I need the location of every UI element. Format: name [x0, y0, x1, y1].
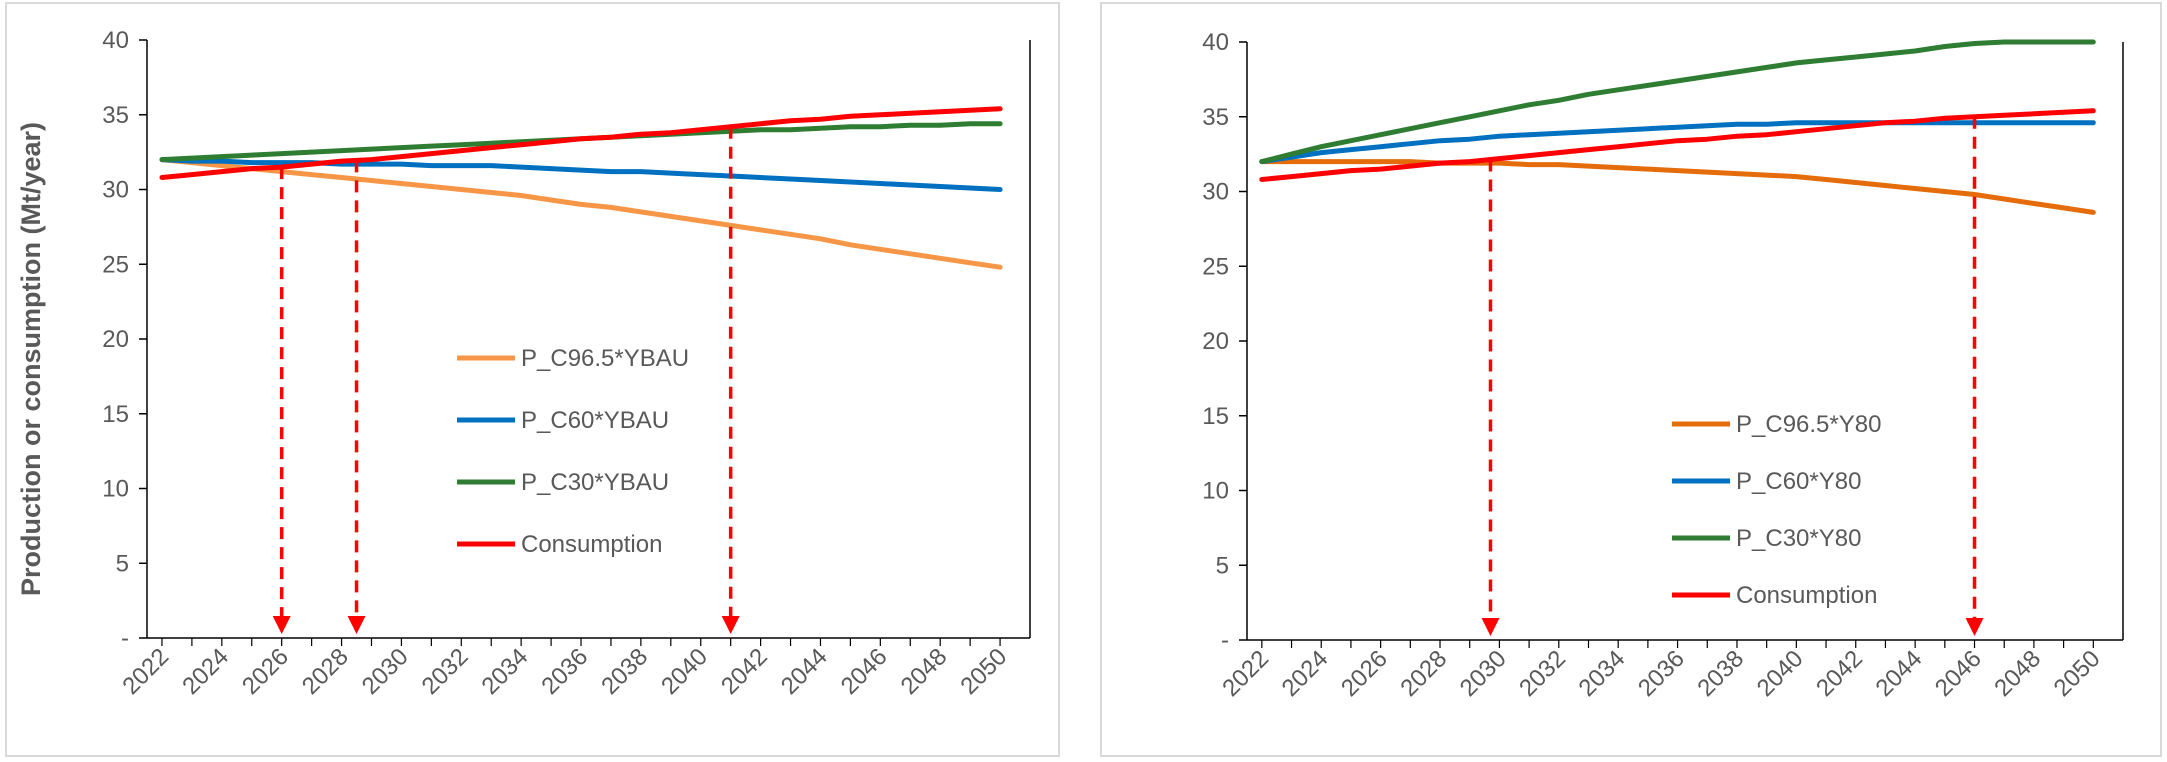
y-tick-label: 30 — [102, 177, 129, 204]
x-tick-label: 2028 — [1395, 645, 1452, 702]
legend-label: P_C60*YBAU — [521, 407, 669, 434]
x-tick-label: 2042 — [1811, 645, 1868, 702]
series-line-p-c96-5-y80 — [1259, 159, 2096, 215]
y-tick-label: 15 — [102, 401, 129, 428]
x-tick-label: 2030 — [357, 643, 414, 700]
x-tick-label: 2024 — [1277, 645, 1334, 702]
y-tick-label: - — [121, 625, 129, 652]
y-tick-label: 20 — [102, 326, 129, 353]
y-tick-label: 25 — [102, 251, 129, 278]
x-tick-label: 2050 — [955, 643, 1012, 700]
arrow-head — [1481, 618, 1500, 636]
x-tick-label: 2026 — [1336, 645, 1393, 702]
x-tick-label: 2024 — [177, 643, 234, 700]
x-tick-label: 2050 — [2049, 645, 2106, 702]
series-line-p-c60-y80 — [1259, 120, 2096, 165]
x-tick-label: 2028 — [297, 643, 354, 700]
legend-label: Consumption — [521, 531, 662, 558]
y-tick-label: 20 — [1202, 328, 1229, 355]
arrow-head — [721, 616, 740, 634]
legend-label: P_C30*Y80 — [1736, 525, 1861, 552]
x-tick-label: 2030 — [1455, 645, 1512, 702]
legend-label: P_C96.5*Y80 — [1736, 411, 1881, 438]
legend-label: Consumption — [1736, 582, 1877, 609]
chart-panel-left: -5 10 15 20 25 30 35 40 2022 2024 2026 2028 2030 2032… — [5, 2, 1060, 757]
x-tick-label: 2026 — [237, 643, 294, 700]
series-line-consumption — [159, 106, 1003, 180]
y-tick-label: - — [1221, 627, 1229, 654]
legend-label: P_C30*YBAU — [521, 469, 669, 496]
x-tick-label: 2034 — [477, 643, 534, 700]
y-tick-label: 15 — [1202, 403, 1229, 430]
x-tick-label: 2032 — [1514, 645, 1571, 702]
x-tick-label: 2040 — [656, 643, 713, 700]
x-tick-label: 2036 — [536, 643, 593, 700]
x-tick-label: 2036 — [1633, 645, 1690, 702]
y-tick-label: 25 — [1202, 253, 1229, 280]
x-tick-label: 2038 — [596, 643, 653, 700]
legend-label: P_C60*Y80 — [1736, 468, 1861, 495]
x-tick-label: 2042 — [716, 643, 773, 700]
x-tick-label: 2044 — [776, 643, 833, 700]
arrow-head — [272, 616, 291, 634]
y-tick-label: 5 — [116, 550, 129, 577]
series-line-consumption — [1259, 108, 2096, 182]
series-line-p-c96-5-ybau — [159, 157, 1003, 270]
y-tick-label: 35 — [1202, 104, 1229, 131]
arrow-head — [347, 616, 366, 634]
arrow-head — [1965, 618, 1984, 636]
y-tick-label: 10 — [102, 476, 129, 503]
x-tick-label: 2034 — [1574, 645, 1631, 702]
x-tick-label: 2040 — [1752, 645, 1809, 702]
y-tick-label: 5 — [1216, 552, 1229, 579]
x-tick-label: 2044 — [1871, 645, 1928, 702]
legend-label: P_C96.5*YBAU — [521, 345, 689, 372]
y-tick-label: 30 — [1202, 179, 1229, 206]
y-tick-label: 40 — [1202, 29, 1229, 56]
series-line-p-c30-y80 — [1259, 39, 2096, 165]
y-tick-label: 35 — [102, 102, 129, 129]
chart-panel-right: -5 10 15 20 25 30 35 40 2022 2024 2026 2028 2030 2032… — [1100, 2, 2162, 757]
y-axis-title: Production or consumption (Mt/year) — [16, 122, 46, 596]
x-tick-label: 2048 — [896, 643, 953, 700]
x-tick-label: 2032 — [417, 643, 474, 700]
y-tick-label: 10 — [1202, 478, 1229, 505]
x-tick-label: 2048 — [1989, 645, 2046, 702]
x-tick-label: 2038 — [1692, 645, 1749, 702]
x-tick-label: 2046 — [1930, 645, 1987, 702]
x-tick-label: 2046 — [836, 643, 893, 700]
series-line-p-c30-ybau — [159, 121, 1003, 163]
y-tick-label: 40 — [102, 27, 129, 54]
